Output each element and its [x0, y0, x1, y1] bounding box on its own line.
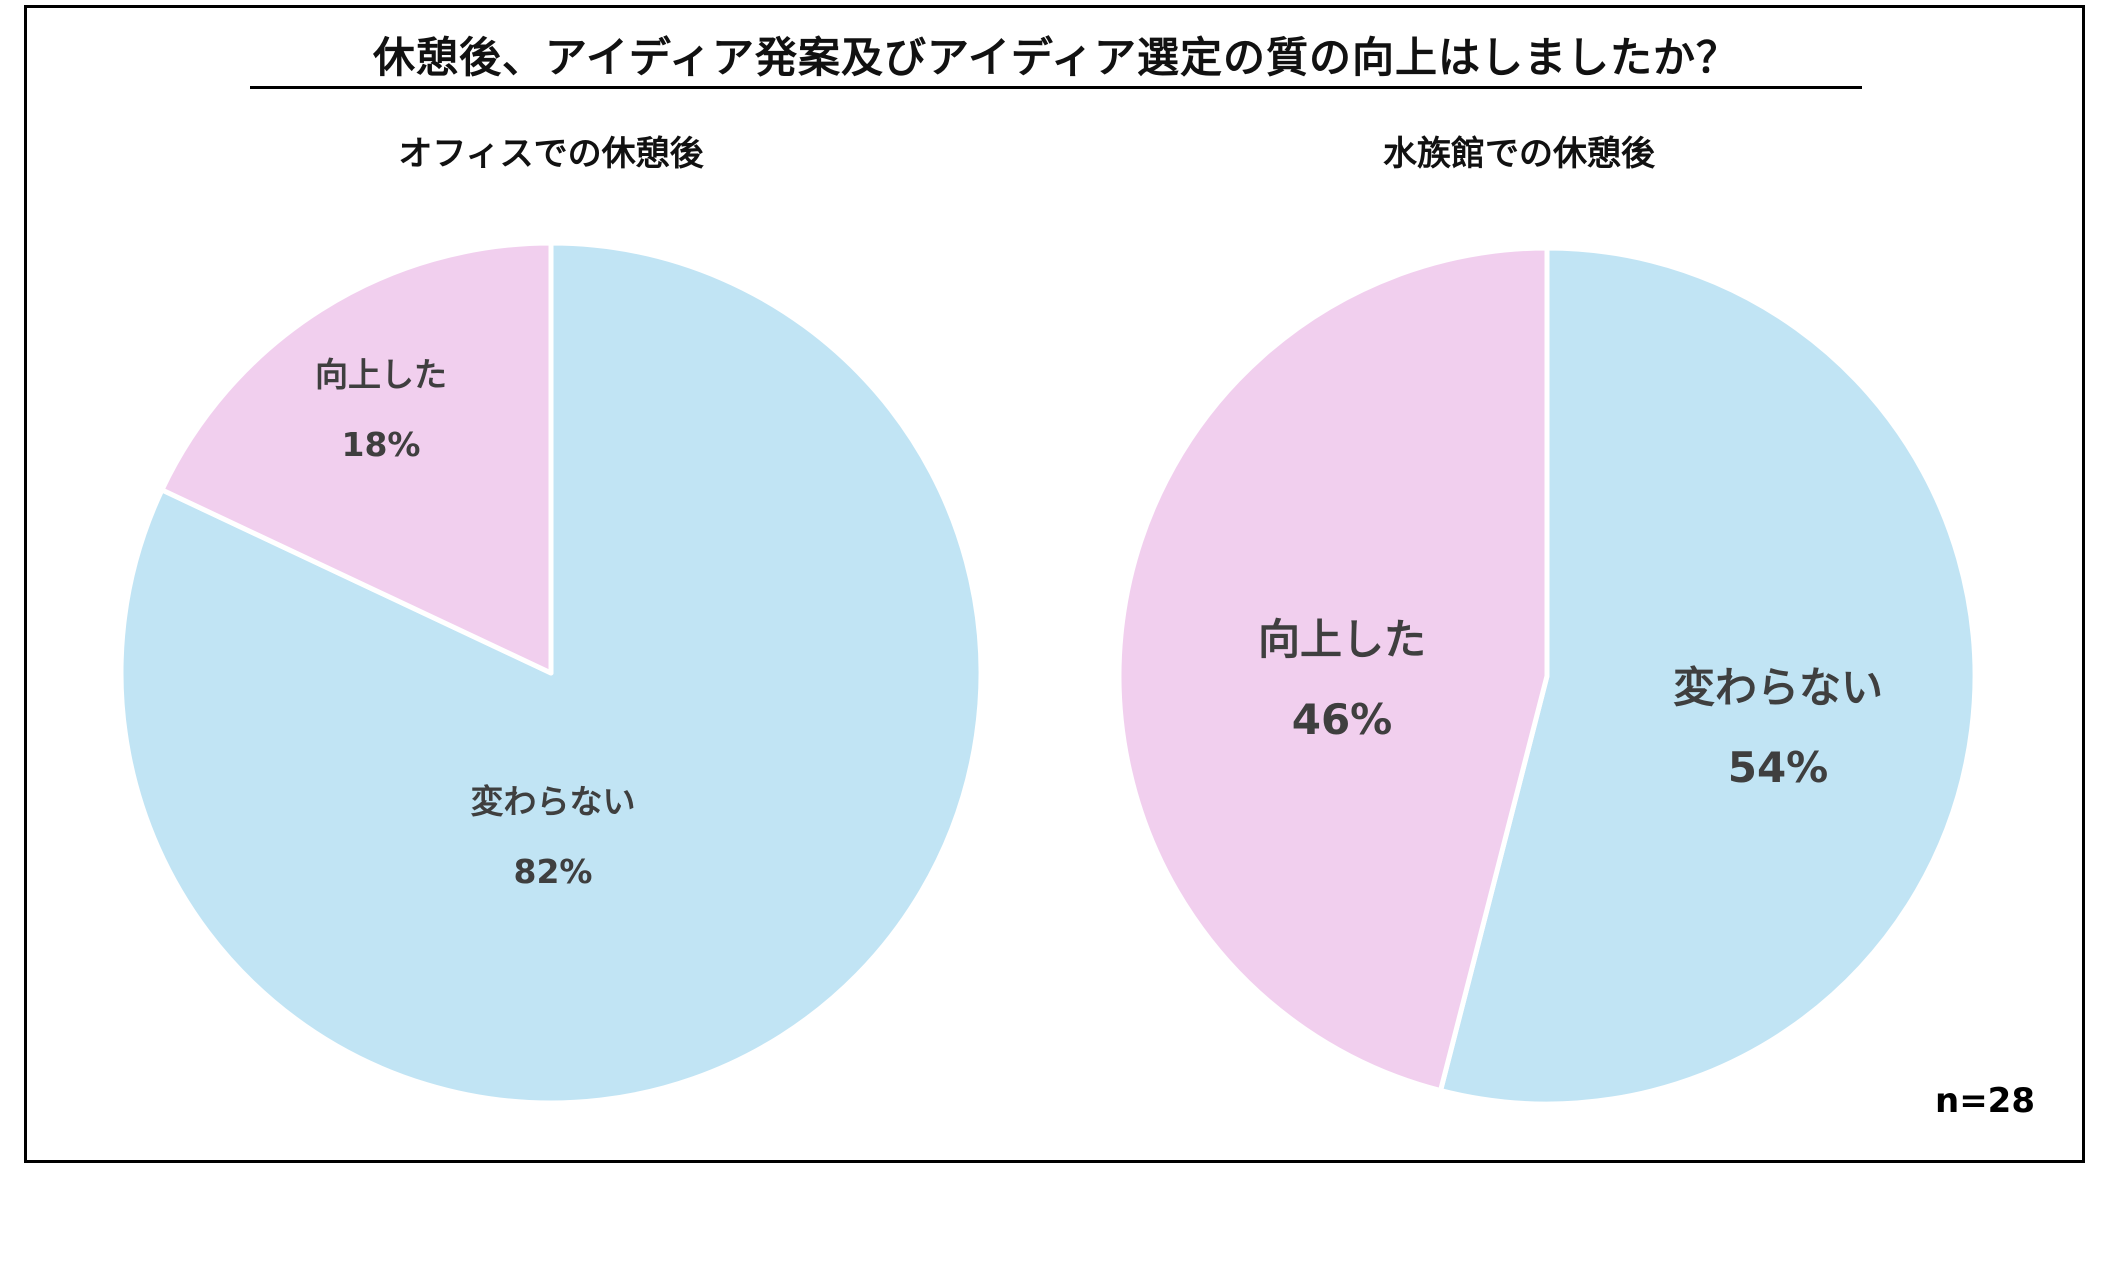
slice-label-aquarium-improved: 向上した 46%: [1182, 600, 1502, 760]
slice-percent: 18%: [341, 425, 421, 464]
sample-size-label: n=28: [1934, 1081, 2035, 1121]
pie-title-aquarium: 水族館での休憩後: [1383, 134, 1655, 174]
slice-percent: 54%: [1727, 743, 1829, 792]
chart-title: 休憩後、アイディア発案及びアイディア選定の質の向上はしましたか？: [250, 30, 1862, 89]
slice-label-office-improved: 向上した 18%: [231, 340, 531, 480]
slice-aquarium-unchanged: [1438, 245, 1978, 1107]
pie-aquarium: [1116, 245, 1978, 1107]
slice-percent: 46%: [1291, 695, 1393, 744]
slice-name: 変わらない: [1672, 663, 1883, 712]
slice-aquarium-improved: [1116, 245, 1550, 1094]
pie-office: [118, 240, 984, 1106]
slice-office-improved: [159, 240, 554, 676]
slice-name: 向上した: [1257, 615, 1426, 664]
slice-office-unchanged: [118, 240, 984, 1106]
slice-label-aquarium-unchanged: 変わらない 54%: [1618, 648, 1938, 808]
slice-label-office-unchanged: 変わらない 82%: [403, 767, 703, 907]
slice-name: 変わらない: [470, 782, 636, 821]
slice-percent: 82%: [513, 852, 593, 891]
pie-title-office: オフィスでの休憩後: [398, 134, 704, 174]
slice-name: 向上した: [315, 355, 447, 394]
